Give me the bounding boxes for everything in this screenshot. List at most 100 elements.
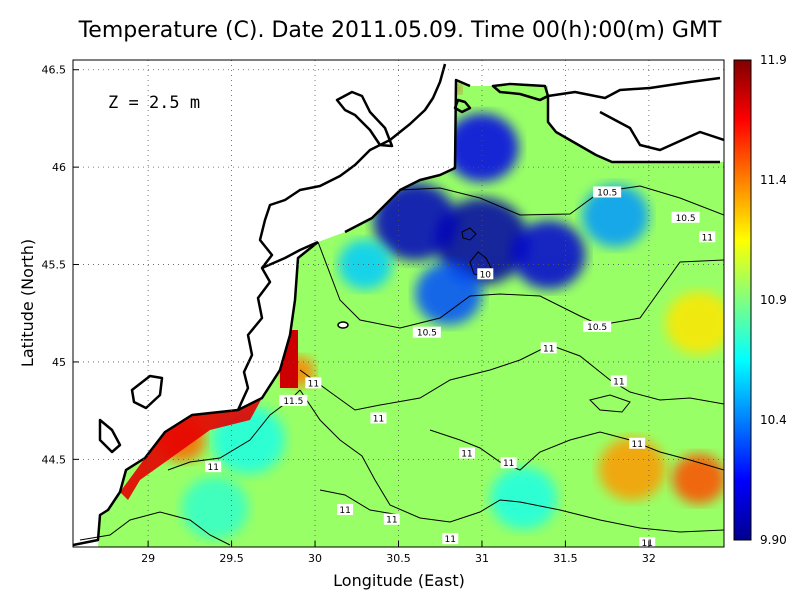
- x-tick-label: 29.5: [219, 552, 244, 565]
- svg-text:11: 11: [339, 506, 350, 516]
- svg-text:10.5: 10.5: [417, 329, 437, 339]
- temperature-blob: [445, 113, 519, 182]
- contour-label: 11: [305, 377, 322, 389]
- contour-line: [399, 185, 724, 216]
- warm-coastal-strip: [120, 398, 262, 500]
- coastline-segment: [599, 110, 724, 152]
- colorbar-tick-label: 10.9: [760, 293, 787, 307]
- x-tick-label: 31: [475, 552, 489, 565]
- coastline-segment: [130, 374, 164, 410]
- svg-text:11: 11: [386, 516, 397, 526]
- x-tick-label: 30: [308, 552, 322, 565]
- temperature-blob: [672, 453, 724, 504]
- contour-label: 10.5: [583, 320, 612, 333]
- contour-label: 11: [610, 375, 627, 387]
- contour-line: [299, 344, 724, 411]
- contour-label: 11: [540, 342, 557, 354]
- coastline-segment: [73, 241, 319, 547]
- contour-label: 11: [629, 437, 646, 450]
- svg-text:11: 11: [445, 535, 456, 545]
- x-tick-label: 31.5: [553, 552, 578, 565]
- colorbar-tick-label: 9.90: [760, 533, 787, 547]
- coastline-segment: [236, 63, 447, 411]
- coastline-segment: [491, 82, 550, 102]
- contour-line: [589, 394, 631, 413]
- contour-label: 11: [383, 513, 400, 526]
- contour-labels: 10.5 10.5 11 10 10.5 10.5 11 11 11 11.5 11 11 11 11 11…: [205, 186, 716, 549]
- contour-label: 10.5: [593, 186, 622, 198]
- colorbar-tick-label: 11.9: [760, 53, 787, 67]
- y-tick-label: 45.5: [42, 259, 67, 272]
- colorbar-tick-label: 10.4: [760, 413, 787, 427]
- svg-text:11: 11: [641, 539, 652, 549]
- temperature-blob: [415, 262, 482, 325]
- svg-text:11: 11: [461, 449, 472, 459]
- contour-line: [319, 489, 401, 516]
- y-tick-label: 45: [52, 356, 66, 369]
- temperature-blob: [435, 197, 529, 285]
- coastline-segment: [98, 418, 122, 454]
- svg-text:11: 11: [543, 344, 554, 354]
- contour-label: 11: [442, 533, 459, 545]
- x-tick-label: 32: [642, 552, 656, 565]
- contour-label: 11: [699, 231, 716, 243]
- contour-label: 11: [639, 537, 656, 549]
- contour-label: 10.5: [412, 326, 441, 339]
- svg-text:11: 11: [373, 414, 384, 424]
- svg-text:10.5: 10.5: [597, 188, 617, 198]
- temperature-blob: [373, 182, 457, 261]
- coastline-segment: [547, 76, 721, 100]
- temperature-blob: [490, 467, 558, 530]
- contour-line: [317, 241, 724, 329]
- contour-label: 10: [477, 268, 494, 280]
- svg-text:11: 11: [503, 459, 514, 469]
- y-axis-ticks: 44.5 45 45.5 46 46.5: [42, 64, 79, 466]
- temperature-blob: [665, 291, 724, 355]
- contour-label: 11: [337, 503, 354, 516]
- svg-text:10.5: 10.5: [676, 214, 696, 224]
- contour-line: [461, 227, 477, 241]
- temperature-blob: [512, 220, 586, 290]
- grid-lines: [73, 60, 724, 547]
- coastline-segment: [335, 90, 394, 148]
- colorbar: 11.9 11.4 10.9 10.4 9.90: [733, 53, 787, 547]
- y-tick-label: 46: [52, 161, 66, 174]
- coastline-segment: [261, 240, 319, 270]
- contour-line: [79, 511, 231, 546]
- x-axis-ticks: 29 29.5 30 30.5 31 31.5 32: [141, 541, 656, 565]
- svg-text:10.5: 10.5: [587, 323, 607, 333]
- y-axis-title: Latitude (North): [18, 239, 37, 367]
- svg-text:11: 11: [702, 233, 713, 243]
- island: [337, 321, 349, 329]
- x-tick-label: 29: [141, 552, 155, 565]
- contour-label: 10.5: [671, 211, 700, 224]
- y-tick-label: 46.5: [42, 64, 67, 77]
- contour-label: 11: [205, 461, 222, 473]
- svg-text:10: 10: [480, 270, 492, 280]
- svg-text:11: 11: [207, 463, 218, 473]
- contour-label: 11: [500, 457, 517, 469]
- contour-label: 11: [370, 412, 387, 424]
- page-title: Temperature (C). Date 2011.05.09. Time 0…: [78, 18, 722, 43]
- temperature-blob: [181, 476, 249, 540]
- colorbar-scale: [733, 59, 752, 541]
- contour-label: 11: [458, 447, 475, 459]
- temperature-blob: [582, 184, 649, 248]
- contour-line: [429, 429, 724, 471]
- svg-text:11: 11: [631, 440, 642, 450]
- y-tick-label: 44.5: [42, 453, 67, 466]
- svg-text:11.5: 11.5: [283, 397, 303, 407]
- coastline: [73, 63, 724, 547]
- temperature-blob: [598, 437, 666, 501]
- x-axis-title: Longitude (East): [333, 571, 465, 590]
- x-tick-label: 30.5: [386, 552, 411, 565]
- svg-text:11: 11: [308, 379, 319, 389]
- contour-line: [299, 389, 724, 533]
- svg-text:11: 11: [613, 377, 624, 387]
- temperature-blob: [338, 239, 392, 290]
- coastline-segment: [453, 98, 472, 114]
- contour-label: 11.5: [279, 394, 308, 407]
- colorbar-tick-label: 11.4: [760, 173, 787, 187]
- depth-label: Z = 2.5 m: [108, 93, 200, 113]
